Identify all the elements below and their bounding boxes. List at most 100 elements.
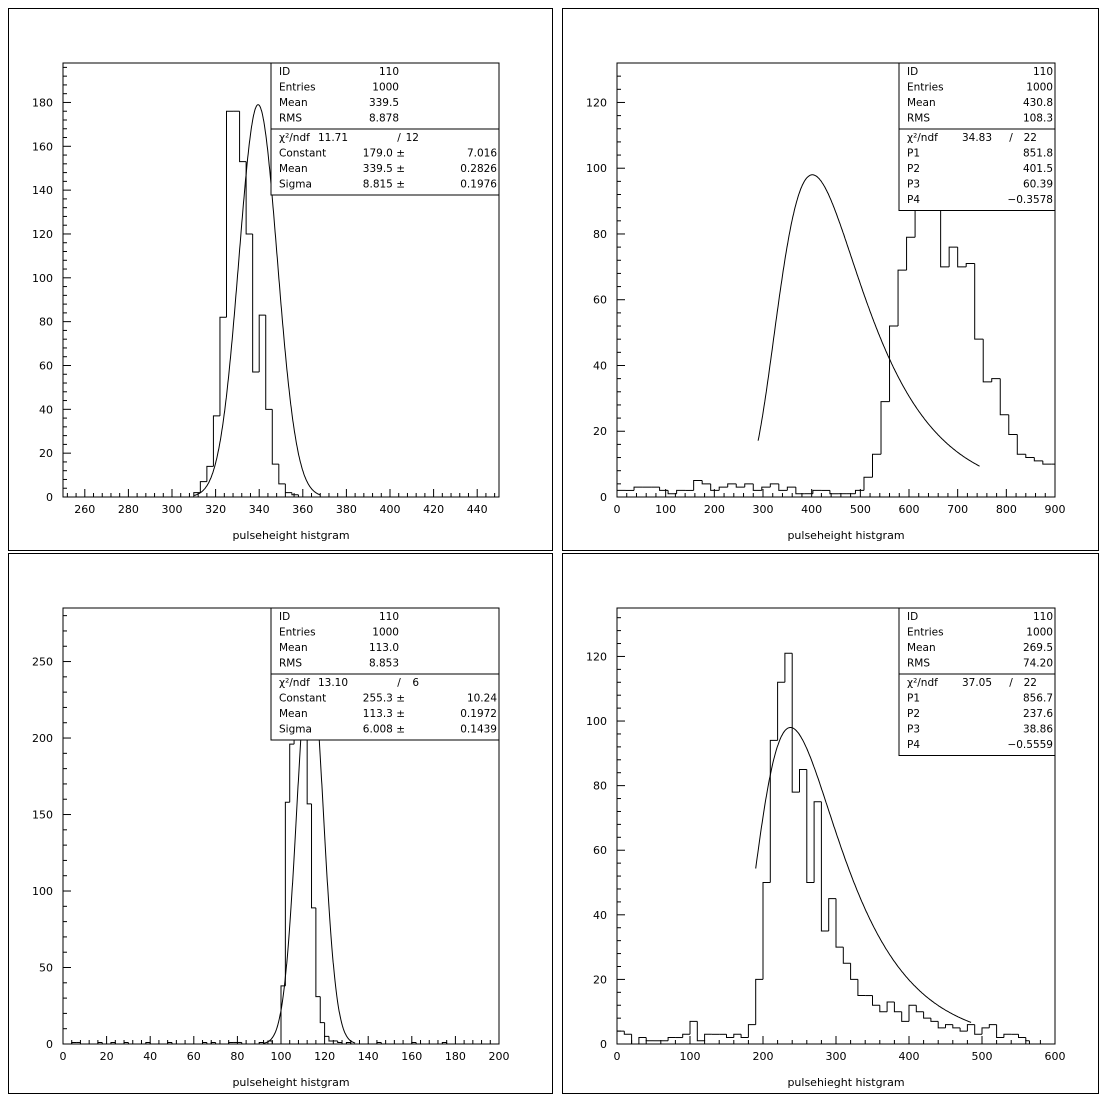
- y-tick-label: 200: [32, 732, 53, 745]
- x-tick-label: 600: [899, 503, 920, 516]
- histogram-bin: [171, 1042, 177, 1045]
- stat-value: 110: [379, 611, 399, 623]
- histogram-bin: [828, 898, 836, 931]
- histogram-bin: [740, 1034, 749, 1039]
- chi2-label: χ²/ndf: [907, 132, 938, 144]
- x-tick-label: 380: [336, 503, 357, 516]
- histogram-bin: [324, 1022, 329, 1037]
- histogram-bin: [835, 898, 844, 948]
- histogram-panel-1: 0 20 40 60 80 100 120 140 160 180 260 280 300 320 340 3…: [8, 8, 553, 551]
- histogram-bin: [193, 492, 201, 497]
- histogram-bin: [267, 1040, 273, 1044]
- fit-param-value: 6.008 ±: [363, 724, 405, 736]
- histogram-bin: [957, 247, 967, 268]
- fit-param-label: Constant: [279, 148, 326, 160]
- stat-value: 110: [1033, 611, 1053, 623]
- y-tick-label: 100: [586, 162, 607, 175]
- fit-param-value: −0.3578: [1007, 194, 1053, 206]
- histogram-bin: [879, 1005, 888, 1013]
- histogram-bin: [415, 1042, 421, 1045]
- stat-value: 269.5: [1023, 642, 1053, 654]
- histogram-bin: [813, 801, 822, 883]
- y-tick-label: 120: [586, 96, 607, 109]
- stat-label: Entries: [279, 82, 316, 94]
- histogram-bin: [1003, 1033, 1012, 1038]
- y-tick-label: 50: [39, 962, 53, 975]
- x-tick-label: 300: [826, 1050, 847, 1063]
- x-tick-label: 0: [60, 1050, 67, 1063]
- fit-param-value: 38.86: [1023, 724, 1053, 736]
- x-tick-label: 400: [801, 503, 822, 516]
- histogram-bin: [239, 111, 247, 163]
- chi2-slash: /: [397, 677, 401, 689]
- histogram-bin: [952, 1024, 961, 1029]
- histogram-bin: [854, 489, 864, 494]
- stat-label: ID: [279, 611, 290, 623]
- x-tick-label: 500: [850, 503, 871, 516]
- histogram-bin: [726, 1034, 734, 1039]
- histogram-bin: [872, 453, 882, 478]
- fit-param-label: Sigma: [279, 724, 312, 736]
- histogram-bin: [872, 995, 880, 1006]
- histogram-bin: [638, 1037, 647, 1044]
- stat-label: RMS: [279, 113, 302, 125]
- stat-label: Mean: [907, 97, 936, 109]
- x-tick-label: 800: [996, 503, 1017, 516]
- stat-label: RMS: [279, 658, 302, 670]
- histogram-bin: [284, 801, 290, 986]
- stat-label: Entries: [907, 82, 944, 94]
- histogram-bin: [777, 681, 785, 741]
- y-tick-label: 40: [593, 909, 607, 922]
- x-tick-label: 400: [899, 1050, 920, 1063]
- stat-value: 8.878: [369, 113, 399, 125]
- histogram-bin: [948, 246, 958, 267]
- histogram-bin: [923, 1011, 931, 1019]
- histogram-panel-2: 0 20 40 60 80 100 120 0 100 200 300 400 500 600 700 800…: [562, 8, 1099, 551]
- histogram-bin: [850, 963, 858, 980]
- fit-param-error: 0.2826: [460, 163, 497, 175]
- histogram-bin: [889, 325, 899, 402]
- x-axis-label: pulsehieght histgram: [787, 1076, 904, 1089]
- x-tick-label: 180: [445, 1050, 466, 1063]
- histogram-bin: [806, 769, 815, 884]
- stat-label: Mean: [279, 642, 308, 654]
- histogram-bin: [795, 487, 805, 495]
- histogram-bin: [937, 1021, 946, 1029]
- stats-box: [270, 607, 500, 675]
- fit-param-error: 0.1972: [460, 708, 497, 720]
- x-axis-label: pulseheight histgram: [232, 529, 349, 542]
- histogram-bin: [252, 233, 260, 373]
- x-tick-label: 420: [423, 503, 444, 516]
- histogram-bin: [616, 489, 626, 497]
- histogram-bin: [149, 1042, 155, 1045]
- histogram-bin: [880, 401, 890, 455]
- histogram-bin: [901, 1011, 909, 1022]
- histogram-bin: [784, 652, 793, 683]
- histogram-bin: [411, 1041, 417, 1044]
- histogram-bin: [974, 263, 984, 340]
- histogram-bin: [380, 1042, 386, 1045]
- chi2-value: 34.83: [962, 132, 992, 144]
- histogram-bin: [981, 1027, 990, 1035]
- x-tick-label: 100: [271, 1050, 292, 1063]
- histogram-bin: [241, 1042, 247, 1045]
- fit-param-label: Sigma: [279, 179, 312, 191]
- x-tick-label: 140: [358, 1050, 379, 1063]
- fit-param-label: P2: [907, 708, 920, 720]
- x-tick-label: 60: [187, 1050, 201, 1063]
- x-tick-label: 0: [614, 1050, 621, 1063]
- stat-label: RMS: [907, 113, 930, 125]
- stat-label: Entries: [907, 627, 944, 639]
- stat-value: 113.0: [369, 642, 399, 654]
- histogram-bin: [337, 1040, 343, 1043]
- x-tick-label: 700: [947, 503, 968, 516]
- histogram-bin: [659, 487, 669, 491]
- histogram-bin: [704, 1033, 712, 1041]
- histogram-bin: [284, 483, 292, 494]
- y-tick-label: 150: [32, 809, 53, 822]
- histogram-bin: [820, 801, 829, 932]
- histogram-bin: [1042, 460, 1052, 465]
- histogram-bin: [271, 1040, 277, 1045]
- y-tick-label: 80: [593, 780, 607, 793]
- fit-param-error: 10.24: [467, 693, 497, 705]
